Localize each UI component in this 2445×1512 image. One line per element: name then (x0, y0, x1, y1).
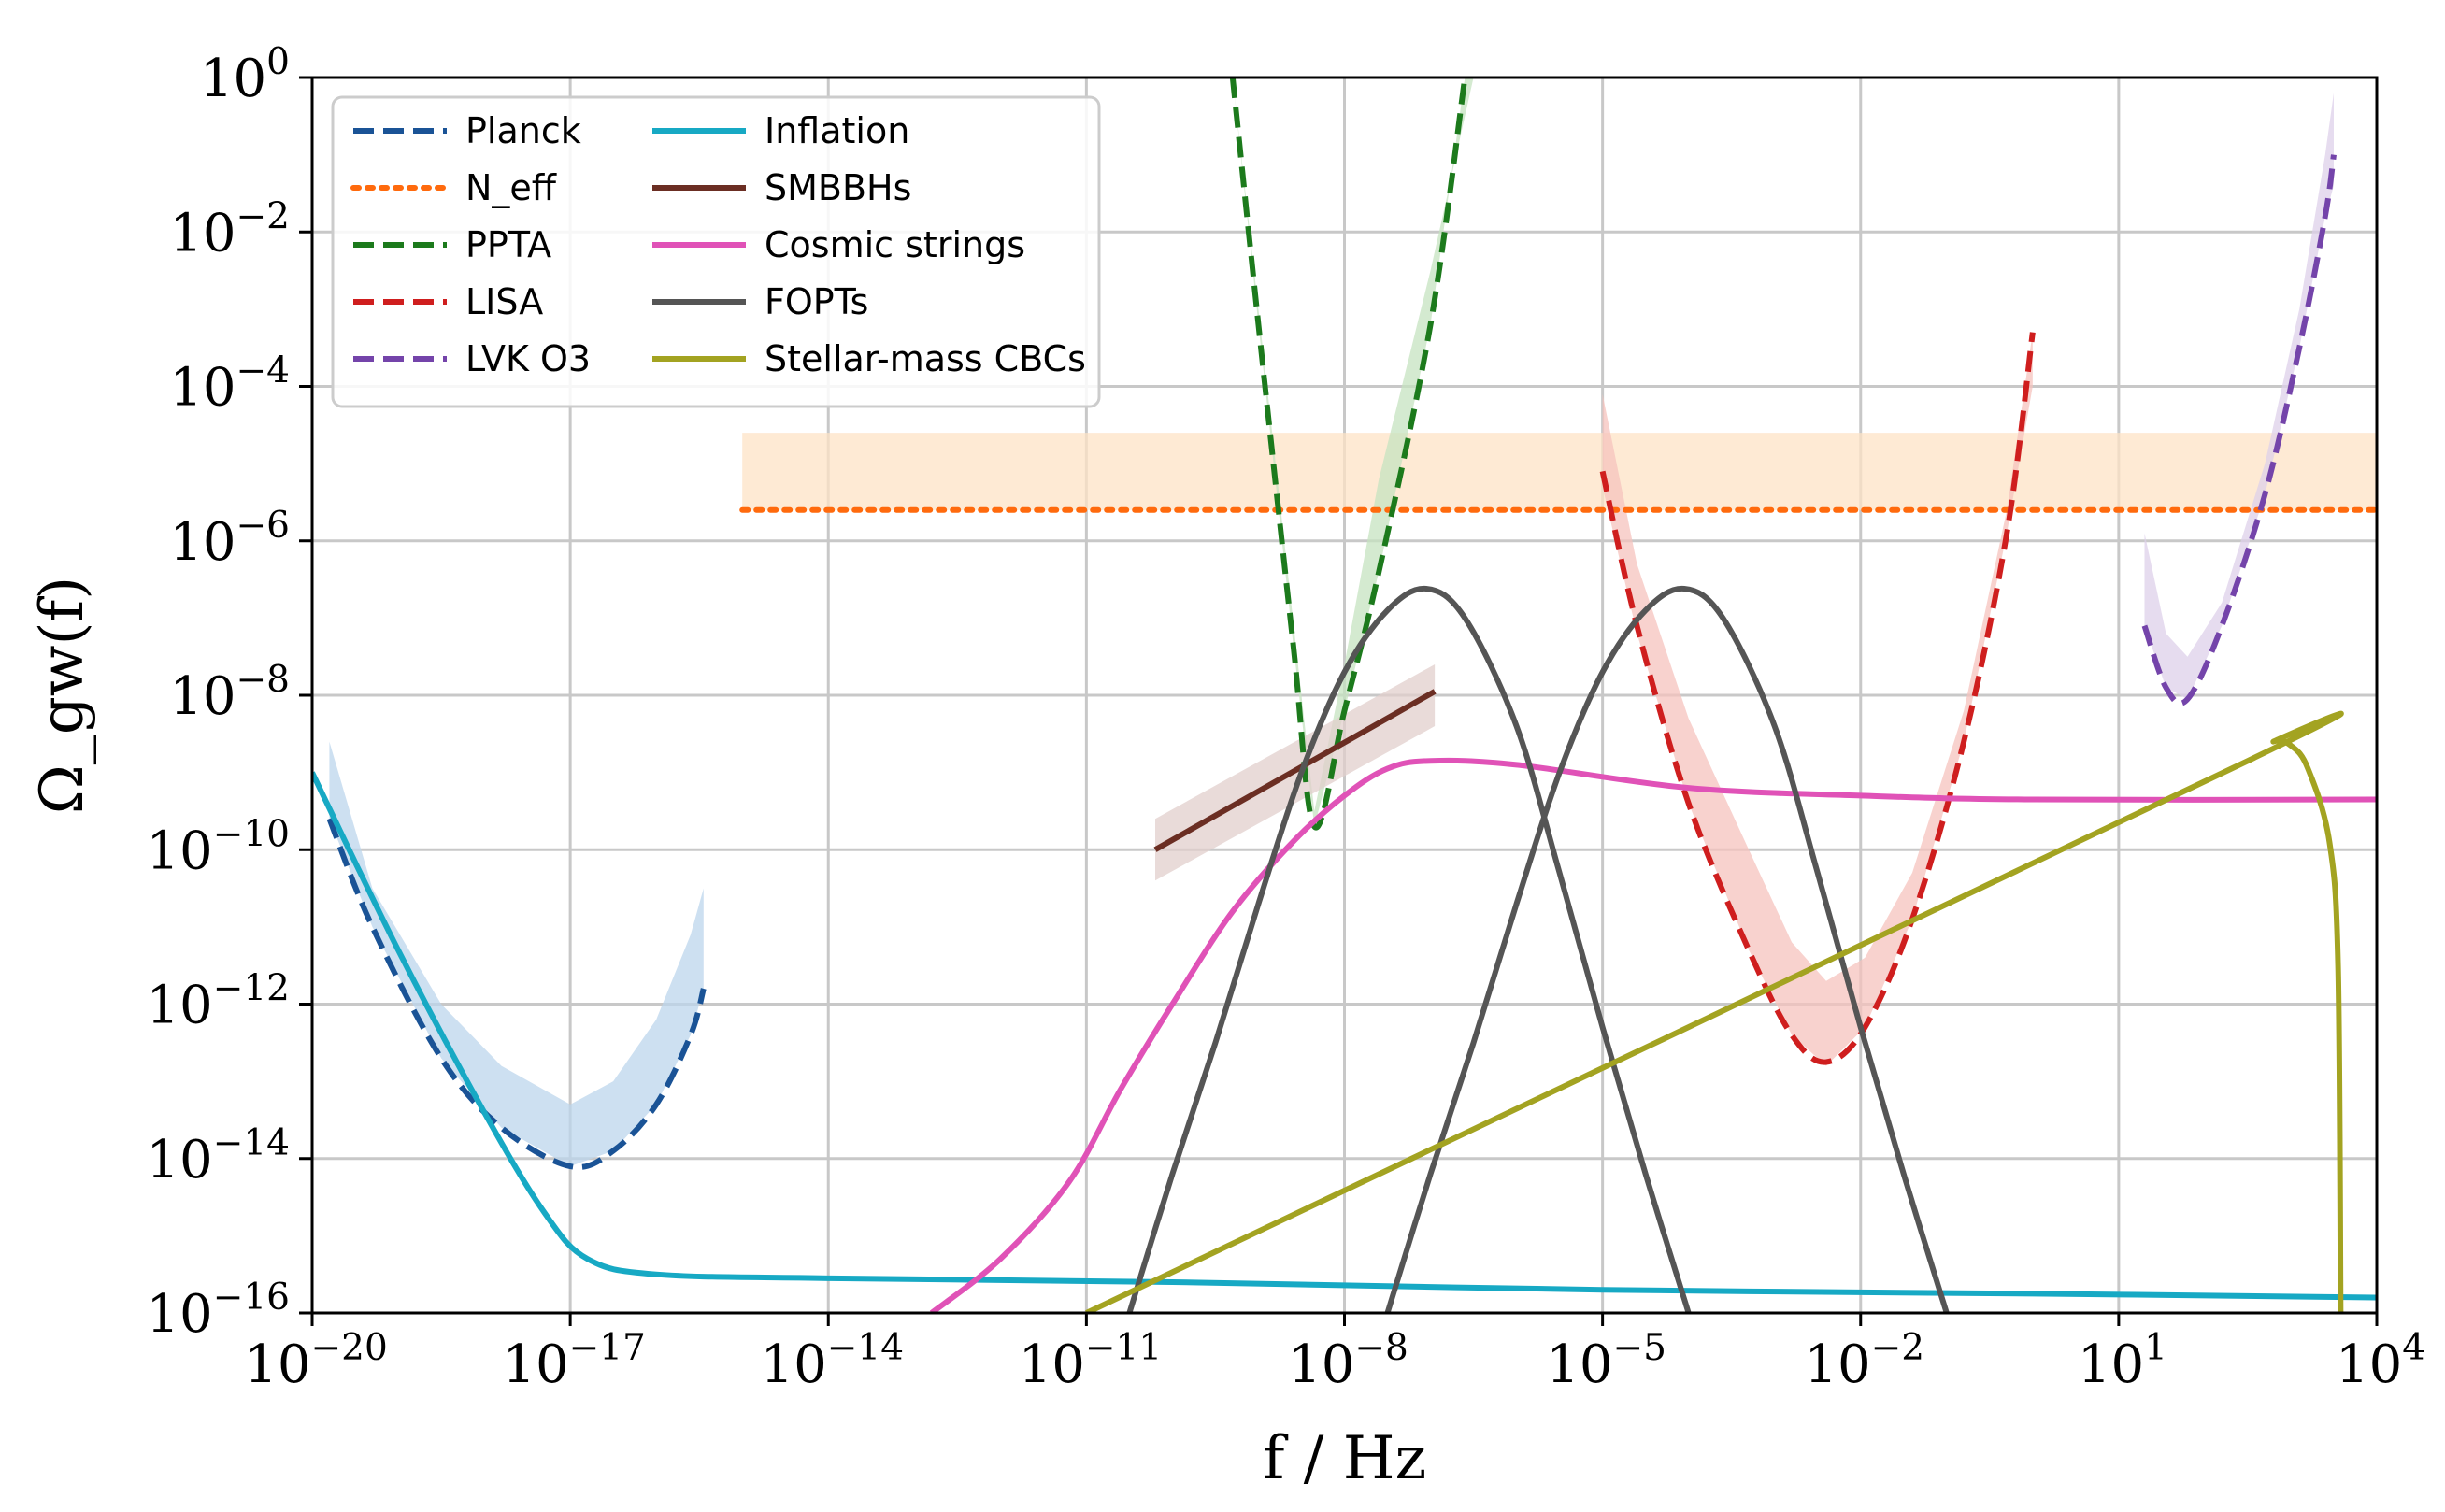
y-tick-label: 10−10 (146, 813, 290, 881)
x-tick-label: 10−14 (760, 1327, 904, 1395)
x-tick-label: 104 (2336, 1327, 2425, 1395)
Planck-band (329, 741, 704, 1167)
x-tick-label: 10−2 (1804, 1327, 1924, 1395)
series-planck (326, 818, 707, 1170)
x-tick-label: 101 (2078, 1327, 2167, 1395)
legend-label-cosmic-strings: Cosmic strings (765, 224, 1025, 265)
series-ppta (1229, 78, 1468, 831)
series-fopts-2 (1384, 585, 1950, 1313)
legend-box (331, 95, 1101, 408)
PPTA-band (1232, 78, 1474, 827)
x-axis-label: f / Hz (1263, 1424, 1426, 1493)
legend-label-fopts: FOPTs (765, 281, 868, 322)
x-tick-label: 10−8 (1288, 1327, 1408, 1395)
y-tick-label: 10−14 (146, 1122, 290, 1191)
legend-label-lisa: LISA (465, 281, 543, 322)
legend-label-stellar-mass-cbcs: Stellar-mass CBCs (765, 338, 1086, 379)
series-lisa (1599, 332, 2036, 1065)
x-tick-label: 10−20 (244, 1327, 388, 1395)
series-inflation (312, 771, 2377, 1301)
uncertainty-bands (329, 78, 2377, 1167)
Neff-band (742, 433, 2377, 510)
y-tick-label: 10−8 (169, 659, 290, 727)
legend-label-lvk-o3: LVK O3 (465, 338, 591, 379)
series-lvk-o3 (2141, 154, 2337, 706)
legend-label-n-eff: N_eff (465, 167, 557, 208)
axis-ticks: 10−20 10−17 10−14 10−11 10−8 10−5 10−2 101 104 10… (146, 41, 2425, 1395)
y-tick-label: 10−4 (169, 350, 290, 419)
y-tick-label: 10−12 (146, 968, 290, 1036)
series-cosmic-strings (929, 757, 2377, 1313)
series-smbbhs (1153, 689, 1437, 852)
legend: Planck N_eff PPTA LISA LVK O3 Inflation SMBBHs… (331, 95, 1101, 408)
legend-label-ppta: PPTA (465, 224, 551, 265)
y-tick-label: 10−6 (169, 505, 290, 573)
y-tick-label: 10−2 (169, 195, 290, 264)
x-tick-label: 10−17 (502, 1327, 646, 1395)
y-tick-label: 10−16 (146, 1277, 290, 1345)
y-axis-label: Ω_gw(f) (28, 577, 97, 814)
x-tick-label: 10−5 (1546, 1327, 1666, 1395)
legend-label-planck: Planck (465, 110, 581, 151)
series-fopts (1126, 585, 1692, 1313)
y-tick-label: 100 (200, 41, 290, 109)
legend-label-smbbhs: SMBBHs (765, 167, 911, 208)
LVK-band (2144, 93, 2334, 700)
axis-labels: f / Hz Ω_gw(f) (28, 577, 1426, 1493)
x-tick-label: 10−11 (1019, 1327, 1163, 1395)
legend-label-inflation: Inflation (765, 110, 909, 151)
series-stellar-mass-cbcs (1085, 710, 2344, 1313)
data-series (312, 78, 2377, 1313)
